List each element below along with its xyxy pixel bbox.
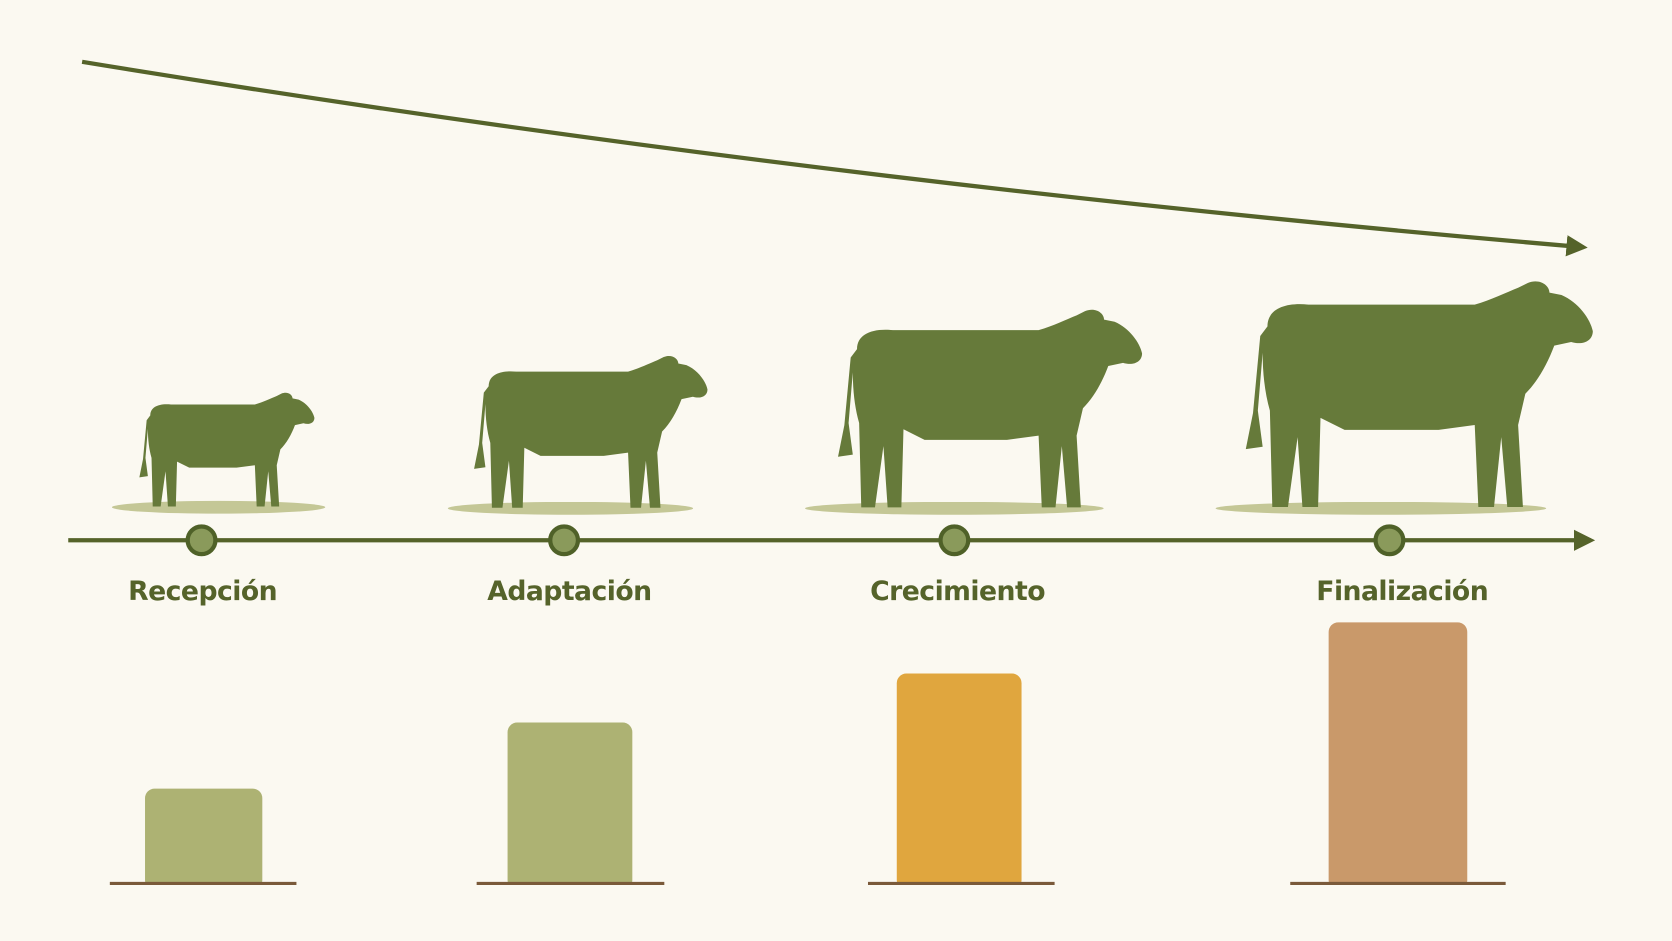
- stage-label: Finalización: [1316, 576, 1488, 607]
- cow: [1245, 281, 1593, 507]
- bars: [0, 622, 1672, 941]
- timeline-nodes: [185, 524, 1406, 557]
- stage-label: Adaptación: [487, 576, 651, 607]
- bar: [145, 788, 263, 890]
- cows: [139, 281, 1593, 508]
- node: [185, 524, 218, 557]
- cow: [838, 309, 1143, 508]
- cow: [139, 392, 315, 507]
- node: [1373, 524, 1406, 557]
- node: [938, 524, 971, 557]
- bar-mask: [0, 884, 1672, 941]
- bar: [896, 673, 1022, 890]
- stage-label: Recepción: [128, 576, 277, 607]
- node: [548, 524, 581, 557]
- trend-arrow: [81, 59, 1588, 257]
- cow: [474, 355, 708, 508]
- stage-label: Crecimiento: [870, 576, 1045, 607]
- ground: [111, 500, 1547, 515]
- bar: [1328, 622, 1468, 890]
- bar: [507, 722, 633, 890]
